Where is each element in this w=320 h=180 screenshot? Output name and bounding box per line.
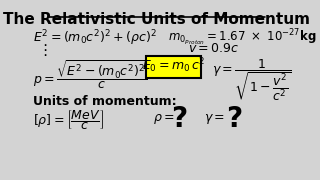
Text: $\mathbf{?}$: $\mathbf{?}$ <box>227 105 243 133</box>
Text: $E_0 = m_0\,c^2$: $E_0 = m_0\,c^2$ <box>141 57 205 75</box>
Text: $\gamma = \dfrac{1}{\sqrt{1-\dfrac{v^2}{c^2}}}$: $\gamma = \dfrac{1}{\sqrt{1-\dfrac{v^2}{… <box>212 58 292 104</box>
Text: $v = 0.9c$: $v = 0.9c$ <box>188 42 240 55</box>
Text: $\mathbf{?}$: $\mathbf{?}$ <box>171 105 187 133</box>
FancyBboxPatch shape <box>146 56 201 78</box>
Text: The Relativistic Units of Momentum: The Relativistic Units of Momentum <box>3 12 310 27</box>
Text: $\gamma =$: $\gamma =$ <box>204 112 225 126</box>
Text: $\vdots$: $\vdots$ <box>37 42 48 58</box>
Text: $[\rho] = \left[\dfrac{MeV}{c}\right]$: $[\rho] = \left[\dfrac{MeV}{c}\right]$ <box>34 108 105 132</box>
Text: $p = \dfrac{\sqrt{E^2 - (m_0c^2)^2}}{c}$: $p = \dfrac{\sqrt{E^2 - (m_0c^2)^2}}{c}$ <box>34 58 148 91</box>
Text: Units of momentum:: Units of momentum: <box>34 95 177 108</box>
Text: $E^2 = (m_0c^2)^2 + (\rho c)^2$: $E^2 = (m_0c^2)^2 + (\rho c)^2$ <box>34 28 157 48</box>
Text: $\rho =$: $\rho =$ <box>153 112 174 126</box>
Text: $m_{0_{Proton}} = 1.67\ \times\ 10^{-27}$kg: $m_{0_{Proton}} = 1.67\ \times\ 10^{-27}… <box>168 28 317 48</box>
